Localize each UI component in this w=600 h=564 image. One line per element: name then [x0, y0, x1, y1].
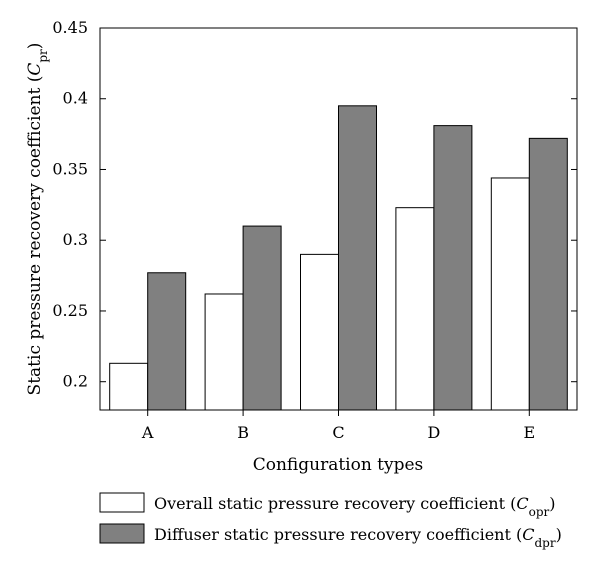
x-tick-label: A — [141, 423, 154, 442]
y-axis-symbol-sub: pr — [36, 49, 50, 63]
y-axis-label: Static pressure recovery coefficient (Cp… — [25, 43, 50, 396]
bar-overall-C — [300, 253, 339, 411]
bars — [109, 105, 568, 411]
x-tick-label: E — [523, 423, 535, 442]
legend-item-overall: Overall static pressure recovery coeffic… — [99, 492, 556, 519]
y-tick-label: 0.3 — [63, 230, 88, 249]
x-tick-label: B — [237, 423, 249, 442]
y-axis-ticks: 0.2 0.25 0.3 0.35 0.4 0.45 — [52, 18, 577, 391]
x-axis-label: Configuration types — [253, 455, 424, 475]
bar-diffuser-D — [433, 125, 473, 411]
legend-swatch-diffuser — [99, 523, 145, 544]
bar-overall-D — [395, 207, 435, 411]
bar-overall-B — [204, 293, 244, 411]
legend-label-overall: Overall static pressure recovery coeffic… — [154, 494, 556, 519]
y-tick-label: 0.25 — [52, 301, 88, 320]
legend-item-diffuser: Diffuser static pressure recovery coeffi… — [99, 523, 562, 550]
legend-swatch-overall — [99, 492, 145, 513]
bar-diffuser-A — [147, 272, 187, 411]
x-axis-ticks: A B C D E — [141, 410, 535, 442]
legend-label-diffuser: Diffuser static pressure recovery coeffi… — [154, 525, 562, 550]
bar-diffuser-B — [242, 225, 282, 411]
bar-overall-A — [109, 362, 149, 411]
bar-diffuser-C — [338, 105, 377, 411]
y-tick-label: 0.2 — [63, 372, 88, 391]
bar-overall-E — [490, 177, 530, 411]
x-tick-label: D — [427, 423, 440, 442]
y-tick-label: 0.45 — [52, 18, 88, 37]
y-tick-label: 0.4 — [63, 89, 88, 108]
y-tick-label: 0.35 — [52, 159, 88, 178]
bar-diffuser-E — [528, 137, 568, 411]
y-axis-symbol: C — [25, 63, 45, 76]
y-axis-label-text: Static pressure recovery coefficient — [25, 88, 45, 396]
x-tick-label: C — [332, 423, 344, 442]
legend: Overall static pressure recovery coeffic… — [99, 492, 562, 550]
